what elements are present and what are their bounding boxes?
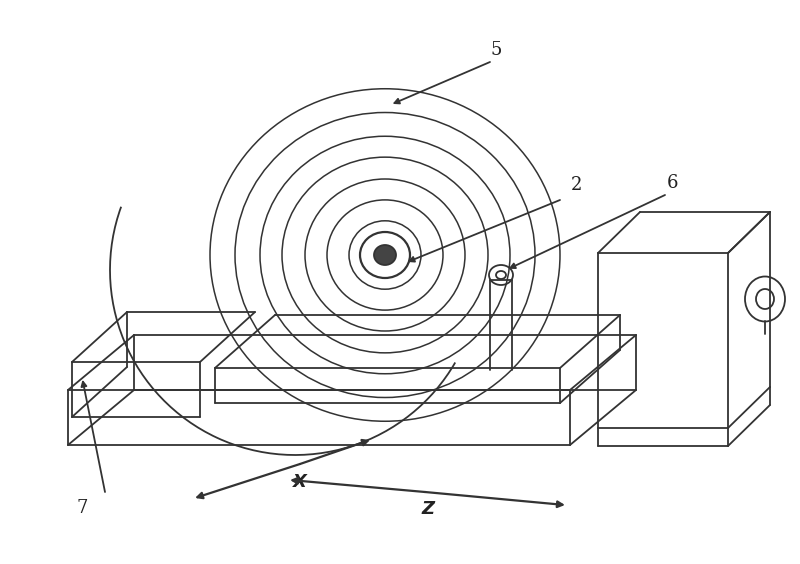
Text: 5: 5 (490, 41, 502, 59)
Text: 6: 6 (666, 174, 678, 192)
Ellipse shape (374, 245, 396, 265)
Text: Z: Z (422, 500, 434, 518)
Text: X: X (293, 473, 307, 491)
Text: 7: 7 (76, 499, 88, 517)
Text: 2: 2 (570, 176, 582, 194)
